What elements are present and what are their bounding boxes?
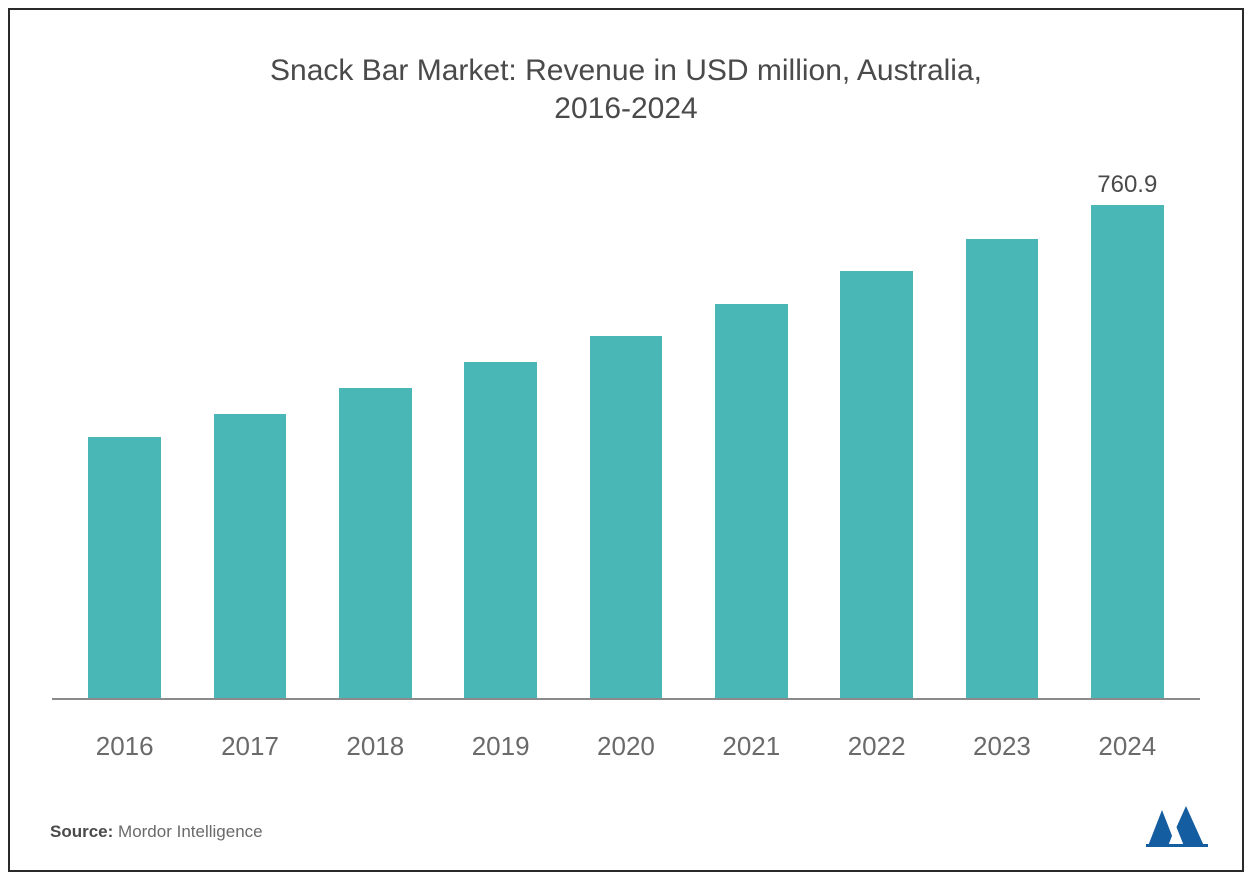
bar <box>715 304 788 701</box>
bar <box>339 388 412 700</box>
bar: 760.9 <box>1091 205 1164 700</box>
logo-mark <box>1146 806 1208 847</box>
bar-slot <box>563 180 688 700</box>
x-axis-label: 2019 <box>438 731 563 762</box>
chart-title: Snack Bar Market: Revenue in USD million… <box>10 52 1242 127</box>
bar <box>464 362 537 700</box>
bar <box>840 271 913 700</box>
x-axis-label: 2020 <box>563 731 688 762</box>
bar-slot <box>187 180 312 700</box>
x-axis-label: 2021 <box>689 731 814 762</box>
bar <box>966 239 1039 701</box>
x-axis-label: 2024 <box>1065 731 1190 762</box>
source-text: Mordor Intelligence <box>118 822 263 841</box>
source-label: Source: <box>50 822 113 841</box>
bar <box>590 336 663 700</box>
x-axis-label: 2017 <box>187 731 312 762</box>
bar-slot <box>62 180 187 700</box>
bar-slot <box>313 180 438 700</box>
bar-slot <box>689 180 814 700</box>
x-axis-label: 2016 <box>62 731 187 762</box>
bar-slot <box>939 180 1064 700</box>
x-axis-label: 2023 <box>939 731 1064 762</box>
x-axis-labels: 201620172018201920202021202220232024 <box>52 731 1200 762</box>
bar <box>214 414 287 700</box>
brand-logo-icon <box>1144 802 1214 850</box>
bars-container: 760.9 <box>52 180 1200 700</box>
bar-slot <box>438 180 563 700</box>
chart-frame: Snack Bar Market: Revenue in USD million… <box>8 8 1244 872</box>
plot-area: 760.9 <box>52 180 1200 700</box>
x-axis-label: 2022 <box>814 731 939 762</box>
bar <box>88 437 161 700</box>
bar-slot: 760.9 <box>1065 180 1190 700</box>
bar-slot <box>814 180 939 700</box>
bar-value-label: 760.9 <box>1097 171 1157 199</box>
x-axis-label: 2018 <box>313 731 438 762</box>
source-attribution: Source: Mordor Intelligence <box>50 822 263 842</box>
x-axis-line <box>52 698 1200 700</box>
